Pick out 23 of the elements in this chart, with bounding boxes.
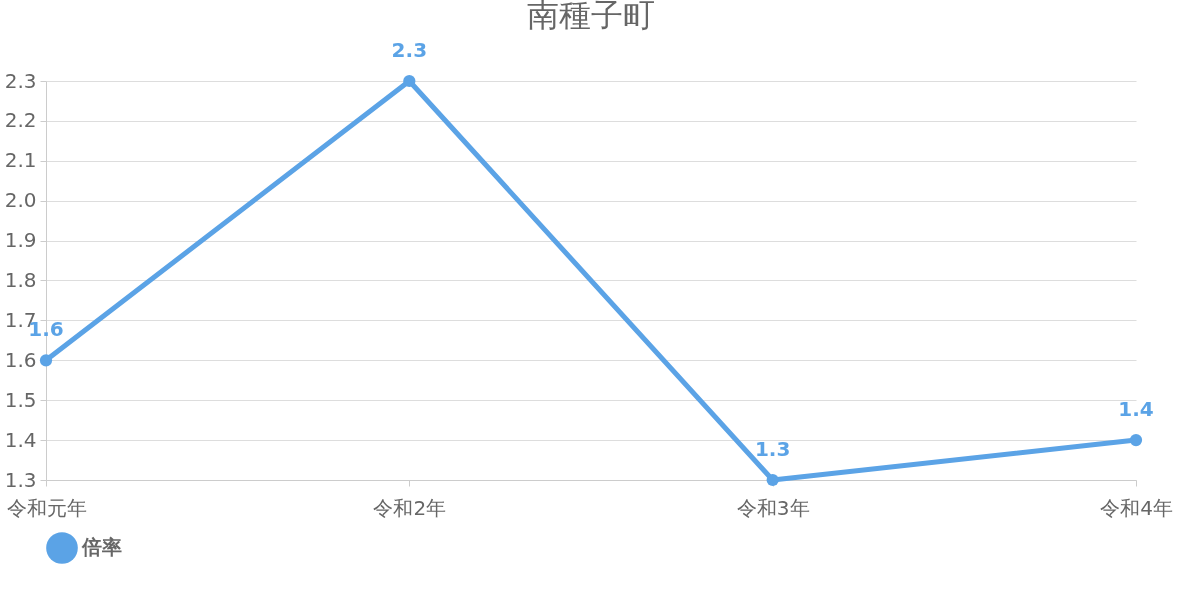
x-tick-label: 令和2年: [373, 495, 447, 520]
point: [403, 74, 416, 88]
data-label: 2.3: [391, 38, 428, 62]
point: [1129, 433, 1143, 447]
y-tick-label: 2.1: [4, 148, 37, 173]
y-tick-label: 1.8: [4, 268, 37, 292]
x-tick-label: 令和元年: [6, 495, 87, 520]
y-tick-label: 1.9: [4, 228, 37, 253]
y-tick-label: 1.6: [4, 347, 37, 372]
data-label: 1.3: [754, 437, 791, 461]
y-tick-label: 2.2: [4, 108, 37, 133]
y-tick-label: 1.3: [4, 467, 37, 492]
y-tick-label: 1.4: [4, 427, 37, 452]
y-tick-label: 2.0: [4, 188, 37, 213]
x-tick-label: 令和4年: [1100, 495, 1173, 520]
x-tick-label: 令和3年: [736, 495, 810, 520]
point: [766, 473, 779, 487]
legend-label: 倍率: [81, 535, 122, 559]
data-label: 1.4: [1118, 397, 1154, 422]
chart-title: 南種子町: [527, 0, 655, 34]
y-tick-label: 1.5: [4, 387, 37, 412]
y-tick-label: 2.3: [4, 68, 37, 93]
point: [39, 354, 53, 367]
